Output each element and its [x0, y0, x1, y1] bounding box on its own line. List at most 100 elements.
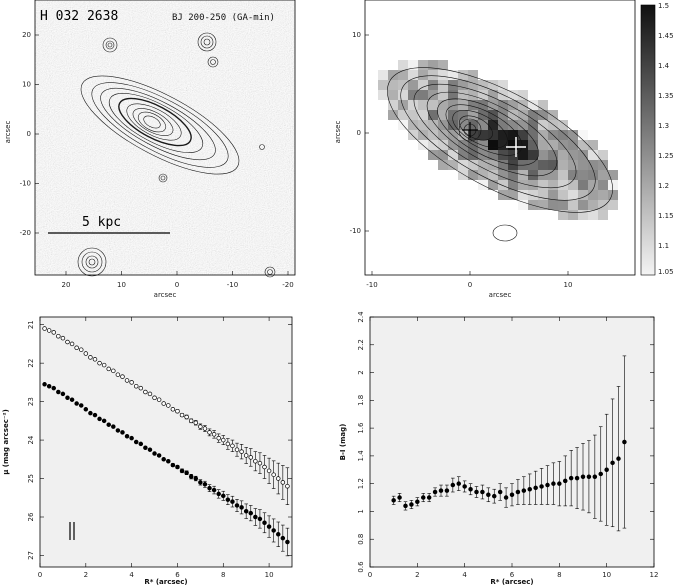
x-axis-label: arcsec	[154, 291, 177, 299]
color-pixel	[418, 110, 428, 120]
colorbar-tick-label: 1.1	[658, 242, 669, 250]
data-point	[138, 385, 144, 391]
color-pixel	[488, 150, 498, 160]
y-tick-label: 26	[27, 512, 35, 521]
color-pixel	[528, 180, 538, 190]
color-pixel	[428, 110, 438, 120]
data-point	[175, 408, 180, 414]
data-point	[230, 499, 235, 504]
data-point	[69, 341, 75, 347]
color-pixel	[558, 190, 568, 200]
color-pixel	[508, 100, 518, 110]
color-pixel	[418, 130, 428, 140]
color-pixel	[398, 80, 408, 90]
data-point	[239, 505, 244, 510]
data-point	[198, 480, 203, 485]
color-pixel	[468, 150, 478, 160]
data-point	[111, 424, 116, 429]
color-pixel	[438, 160, 448, 170]
data-point	[586, 474, 592, 479]
y-tick-labels: 20 10 0 -10 -20	[20, 31, 39, 237]
data-point	[257, 516, 263, 522]
color-pixel	[568, 190, 578, 200]
color-pixel	[578, 210, 588, 220]
x-tick-label: 0	[175, 281, 179, 289]
data-point	[521, 488, 527, 493]
color-pixel	[528, 120, 538, 130]
data-point	[179, 468, 185, 474]
data-point	[616, 456, 621, 461]
data-point	[248, 510, 254, 516]
data-point	[239, 449, 244, 454]
color-pixel	[388, 80, 398, 90]
y-tick-label: 0	[27, 130, 31, 138]
color-pixel	[548, 150, 558, 160]
data-point	[120, 374, 125, 379]
color-pixel	[478, 160, 488, 170]
color-pixel	[498, 110, 508, 120]
color-pixel	[518, 130, 528, 140]
color-pixel	[498, 130, 508, 140]
color-pixel	[508, 130, 518, 140]
color-pixel	[388, 70, 398, 80]
x-tick-labels: 20 10 0 -10 -20	[62, 271, 294, 289]
data-point	[97, 360, 102, 366]
color-pixel	[488, 80, 498, 90]
colorbar-tick-labels: 1.5 1.45 1.4 1.35 1.3 1.25 1.2 1.15 1.1 1.05	[658, 2, 674, 276]
color-pixel	[458, 110, 468, 120]
data-point	[574, 475, 580, 481]
color-pixel	[448, 160, 458, 170]
x-tick-label: 10	[602, 571, 611, 579]
y-tick-label: 23	[27, 397, 35, 406]
color-pixel	[398, 110, 408, 120]
data-point	[46, 328, 52, 333]
color-pixel	[448, 110, 458, 120]
color-pixel	[448, 90, 458, 100]
x-tick-label: 10	[265, 571, 274, 579]
x-tick-labels: -10 0 10	[366, 271, 572, 289]
color-pixel	[468, 70, 478, 80]
color-pixel	[508, 170, 518, 180]
data-point	[266, 524, 272, 529]
data-point	[193, 420, 199, 426]
y-tick-label: 0.8	[357, 534, 365, 545]
data-point	[262, 520, 267, 526]
color-pixel	[488, 130, 498, 140]
color-pixel	[388, 100, 398, 110]
data-point	[515, 489, 521, 495]
color-pixel	[598, 180, 608, 190]
data-point	[598, 471, 603, 477]
data-point	[129, 380, 134, 385]
data-point	[622, 439, 627, 445]
data-point	[133, 383, 139, 389]
data-point	[152, 395, 157, 401]
color-pixel	[598, 200, 608, 210]
data-point	[101, 362, 107, 368]
data-point	[450, 482, 456, 488]
data-point	[202, 482, 208, 487]
color-pixel	[568, 130, 578, 140]
color-pixel	[548, 140, 558, 150]
color-pixel	[478, 170, 488, 180]
y-tick-labels: 10 0 -10	[350, 31, 369, 235]
y-tick-label: 1.2	[357, 478, 365, 489]
color-pixel	[428, 130, 438, 140]
x-tick-label: 6	[175, 571, 180, 579]
color-pixel	[498, 120, 508, 130]
color-pixel	[408, 60, 418, 70]
data-point	[166, 403, 171, 408]
data-point	[415, 499, 420, 504]
colorbar-tick-label: 1.4	[658, 62, 670, 70]
data-point	[56, 333, 61, 339]
x-tick-label: 6	[510, 571, 515, 579]
x-tick-label: 0	[368, 571, 372, 579]
data-point	[138, 441, 144, 447]
data-point	[397, 495, 402, 500]
data-point	[161, 401, 166, 406]
x-tick-label: 20	[62, 281, 71, 289]
data-point	[409, 502, 414, 507]
color-pixel	[608, 170, 618, 180]
peak-cross	[506, 137, 526, 157]
color-pixel	[508, 180, 518, 190]
color-pixel	[458, 130, 468, 140]
